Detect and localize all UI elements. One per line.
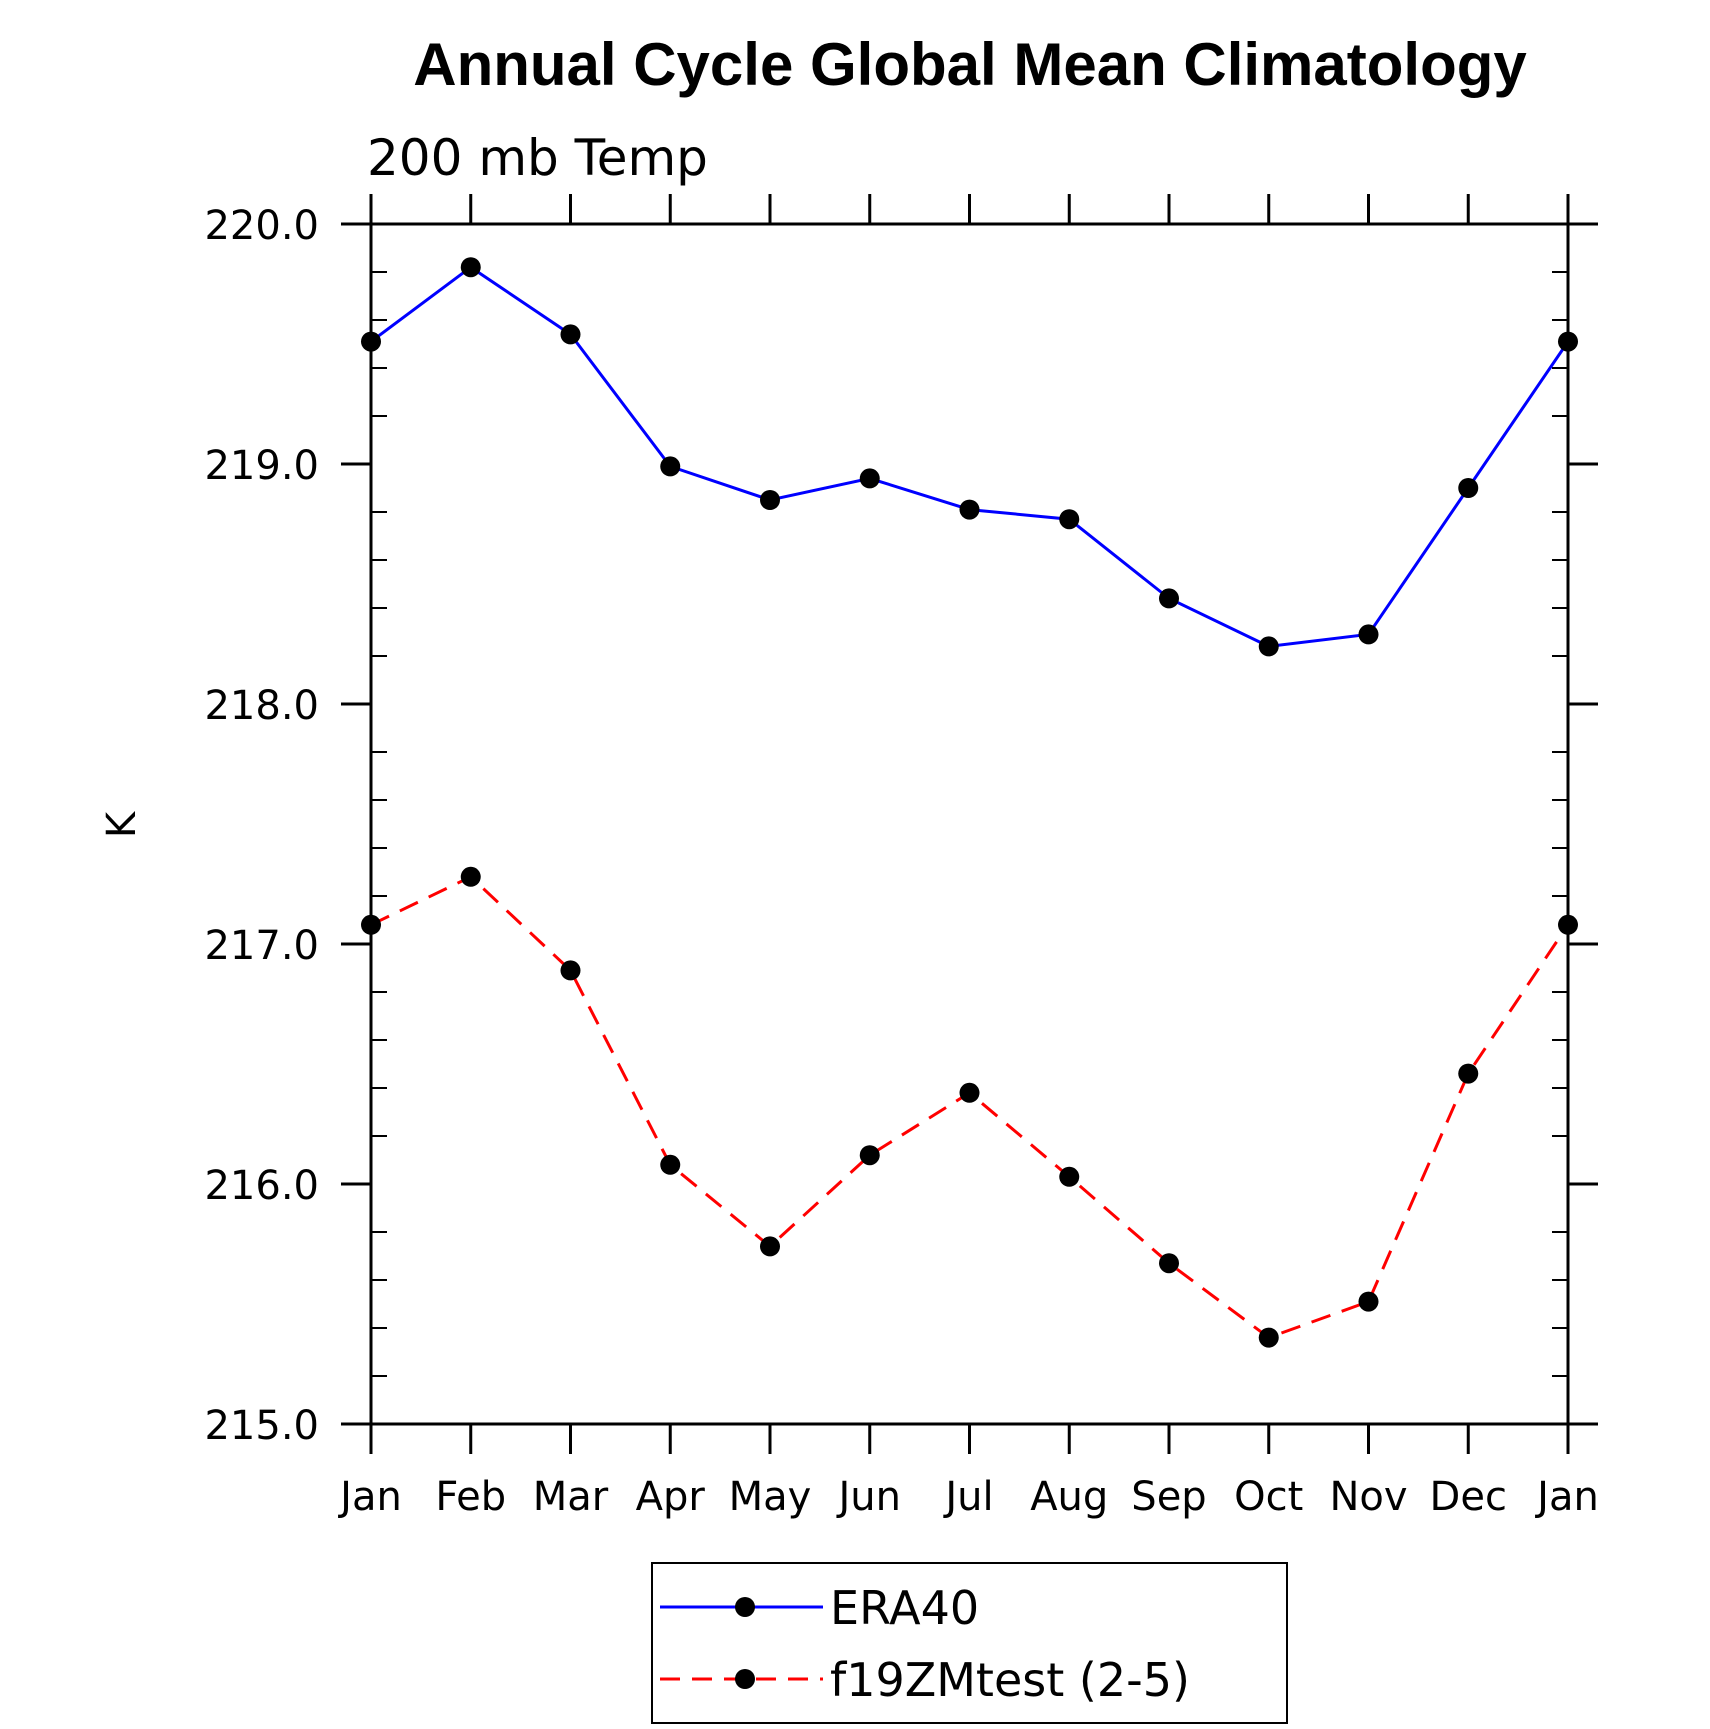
y-tick-label: 216.0	[204, 1163, 319, 1209]
legend-box	[651, 1562, 1288, 1724]
data-point-series-0	[1458, 478, 1479, 498]
data-point-series-1	[460, 866, 481, 887]
data-point-series-0	[1258, 636, 1279, 657]
x-tick-label: Feb	[435, 1474, 506, 1520]
data-point-series-0	[460, 257, 481, 278]
y-tick-label: 220.0	[204, 203, 319, 249]
data-point-series-1	[959, 1082, 980, 1103]
y-axis-label: K	[99, 810, 145, 838]
data-point-series-1	[760, 1236, 780, 1257]
x-tick-label: Nov	[1329, 1474, 1407, 1520]
data-point-series-0	[361, 331, 381, 352]
data-point-series-1	[1258, 1327, 1279, 1348]
x-tick-label: Dec	[1430, 1474, 1507, 1520]
data-point-series-1	[361, 914, 381, 935]
y-tick-label: 215.0	[204, 1403, 319, 1449]
y-tick-label: 218.0	[204, 683, 319, 729]
data-point-series-0	[959, 499, 980, 520]
axes-frame	[341, 222, 1598, 1426]
legend: ERA40 f19ZMtest (2-5)	[651, 1562, 1288, 1724]
x-tick-label: Jun	[836, 1474, 902, 1520]
data-point-series-0	[1358, 624, 1379, 645]
y-tick-labels: 215.0 216.0 217.0 218.0 219.0 220.0	[204, 203, 319, 1449]
y-tick-label: 217.0	[204, 923, 319, 969]
data-point-series-1	[1558, 914, 1578, 935]
chart-subtitle: 200 mb Temp	[367, 129, 708, 187]
x-tick-label: Apr	[636, 1474, 706, 1520]
data-point-series-1	[1358, 1291, 1379, 1312]
data-point-series-0	[660, 456, 681, 477]
data-point-series-1	[660, 1154, 681, 1175]
x-tick-label: Jan	[1534, 1474, 1599, 1520]
data-point-series-0	[1159, 588, 1179, 609]
legend-marker-f19zmtest	[735, 1669, 755, 1689]
data-point-series-1	[859, 1145, 880, 1166]
data-point-series-0	[760, 490, 780, 510]
x-tick-label: Sep	[1131, 1474, 1206, 1520]
legend-marker-era40	[735, 1597, 755, 1617]
data-point-series-1	[1458, 1063, 1479, 1084]
data-point-series-1	[1159, 1253, 1179, 1274]
x-tick-label: Aug	[1030, 1474, 1108, 1520]
x-tick-label: Jul	[942, 1474, 993, 1520]
x-tick-label: Oct	[1234, 1474, 1303, 1520]
legend-label-f19zmtest: f19ZMtest (2-5)	[830, 1653, 1190, 1707]
x-tick-label: May	[729, 1474, 812, 1520]
data-point-series-0	[560, 324, 581, 345]
data-point-series-1	[1059, 1166, 1080, 1187]
axis-ticks	[341, 194, 1598, 1454]
data-point-series-0	[1558, 331, 1578, 352]
series-line-1	[370, 875, 1570, 1340]
x-tick-label: Mar	[533, 1474, 609, 1520]
x-tick-labels: Jan Feb Mar Apr May Jun Jul Aug Sep Oct Nov Dec Jan	[337, 1474, 1599, 1520]
data-point-series-0	[1059, 509, 1080, 530]
chart-title: Annual Cycle Global Mean Climatology	[413, 31, 1527, 98]
legend-label-era40: ERA40	[830, 1581, 979, 1635]
x-tick-label: Jan	[337, 1474, 402, 1520]
data-series	[361, 257, 1578, 1348]
series-line-0	[370, 265, 1570, 648]
data-point-series-0	[859, 468, 880, 489]
data-point-series-1	[560, 960, 581, 981]
y-tick-label: 219.0	[204, 443, 319, 489]
